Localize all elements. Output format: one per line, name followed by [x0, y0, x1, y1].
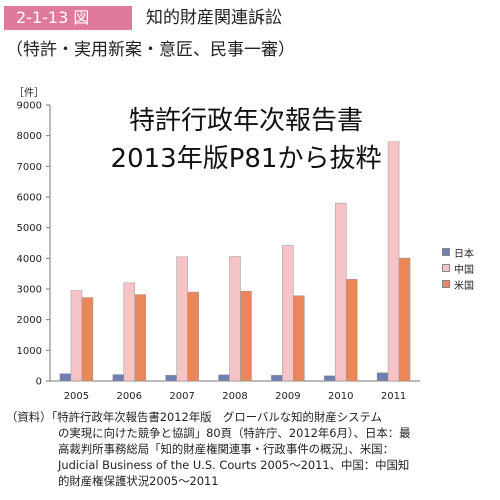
y-tick-label: 0 [36, 377, 42, 388]
y-tick-label: 5000 [17, 223, 42, 234]
bar-japan-2006 [112, 374, 125, 382]
bar-japan-2008 [218, 374, 230, 382]
x-tick-label: 2007 [169, 391, 194, 402]
chart-legend: 日本 中国 米国 [442, 244, 474, 292]
source-note: （資料）「特許行政年次報告書2012年版 グローバルな知的財産システム の実現に… [6, 409, 486, 489]
y-tick-label: 3000 [17, 285, 42, 296]
y-tick-label: 9000 [17, 101, 42, 112]
y-tick-label: 8000 [17, 131, 42, 142]
bar-usa-2007 [187, 291, 199, 382]
source-line: 高裁判所事務総局「知的財産権関連事・行政事件の概況」、米国： [58, 442, 395, 456]
legend-item-japan: 日本 [442, 244, 474, 260]
bar-usa-2005 [81, 297, 94, 382]
overlay-caption-line-1: 特許行政年次報告書 [128, 106, 363, 136]
y-tick-label: 4000 [17, 254, 42, 265]
legend-swatch-usa [442, 280, 450, 288]
x-tick-label: 2009 [275, 391, 300, 402]
y-axis-unit-label: ［件］ [14, 88, 44, 99]
bar-usa-2009 [293, 295, 305, 382]
y-tick-label: 6000 [17, 193, 42, 204]
x-tick-label: 2006 [117, 391, 142, 402]
legend-swatch-china [442, 264, 450, 272]
y-tick-label: 2000 [17, 315, 42, 326]
x-tick-label: 2011 [381, 391, 406, 402]
y-tick-label: 1000 [17, 346, 42, 357]
x-tick-label: 2010 [328, 391, 353, 402]
legend-label-japan: 日本 [454, 248, 474, 260]
y-tick-label: 7000 [17, 162, 42, 173]
legend-item-china: 中国 [442, 260, 474, 276]
bar-japan-2009 [271, 374, 283, 382]
figure-number-badge: 2-1-13 図 [4, 6, 132, 30]
bar-china-2011 [387, 141, 400, 382]
bar-japan-2005 [59, 373, 72, 382]
source-line: 的財産権保護状況2005～2011 [58, 474, 219, 488]
x-tick-label: 2005 [64, 391, 89, 402]
x-tick-label: 2008 [222, 391, 247, 402]
legend-label-china: 中国 [454, 264, 474, 276]
source-line: の実現に向けた競争と協調」80頁（特許庁、2012年6月）、日本：最 [58, 426, 411, 440]
figure-title: 知的財産関連訴訟 [146, 8, 282, 28]
bar-japan-2010 [323, 375, 336, 382]
source-line: （資料）「特許行政年次報告書2012年版 グローバルな知的財産システム [6, 410, 382, 424]
bar-china-2006 [123, 282, 136, 382]
bar-china-2005 [70, 290, 83, 382]
legend-item-usa: 米国 [442, 276, 474, 292]
bar-china-2007 [176, 256, 188, 382]
bar-japan-2007 [165, 374, 177, 382]
bar-usa-2011 [398, 257, 411, 382]
legend-label-usa: 米国 [454, 280, 474, 292]
bar-china-2009 [282, 245, 294, 382]
bar-usa-2006 [134, 294, 147, 382]
bar-china-2010 [334, 202, 347, 382]
overlay-caption-line-2: 2013年版P81から抜粋 [110, 144, 382, 174]
legend-swatch-japan [442, 248, 450, 256]
bar-japan-2011 [376, 372, 389, 382]
source-line: Judicial Business of the U.S. Courts 200… [58, 458, 410, 472]
bar-china-2008 [229, 256, 241, 382]
bar-usa-2010 [345, 278, 358, 382]
figure-subtitle: （特許・実用新案・意匠、民事一審） [6, 40, 295, 60]
bar-usa-2008 [240, 290, 252, 382]
